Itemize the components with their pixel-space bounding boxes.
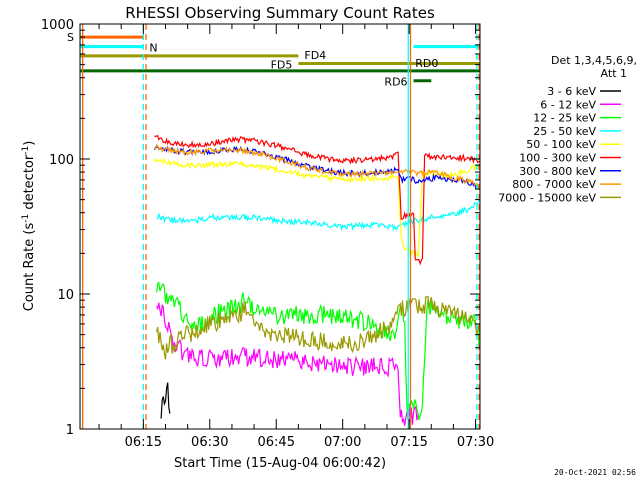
segment-label-s: S: [67, 31, 74, 44]
ylabel-part-end: ): [22, 141, 37, 146]
series-line-25-50-kev: [156, 199, 480, 232]
chart-title: RHESSI Observing Summary Count Rates: [125, 4, 435, 22]
legend-label-50-100-kev: 50 - 100 keV: [526, 138, 596, 151]
x-tick-label-07-00: 07:00: [324, 435, 361, 450]
series-line-12-25-kev: [156, 281, 480, 421]
x-tick-label-06-15: 06:15: [125, 435, 162, 450]
legend-label-800-7000-kev: 800 - 7000 keV: [512, 178, 596, 191]
legend-label-6-12-kev: 6 - 12 keV: [540, 98, 596, 111]
plot-area: S N FD4 FD5 RD0 RD6 1 10 100 1000 06:15 06:30 06:4…: [41, 18, 494, 450]
x-tick-label-06-45: 06:45: [258, 435, 295, 450]
legend-label-3-6-kev: 3 - 6 keV: [547, 85, 596, 98]
legend-label-7000-15000-kev: 7000 - 15000 keV: [498, 191, 596, 204]
segment-label-n: N: [149, 42, 157, 55]
legend-label-100-300-kev: 100 - 300 keV: [519, 152, 596, 165]
legend-header-attenuator: Att 1: [601, 67, 627, 80]
legend-header-detectors: Det 1,3,4,5,6,9,: [551, 54, 637, 67]
y-tick-label-1: 1: [66, 423, 74, 438]
segment-label-fd4: FD4: [304, 49, 326, 62]
x-tick-label-07-15: 07:15: [390, 435, 427, 450]
series-line-7000-15000-kev: [156, 295, 480, 360]
ylabel-part-mid: detector: [22, 154, 37, 214]
ylabel-sup-1: -1: [21, 214, 31, 223]
segment-label-rd0: RD0: [415, 57, 438, 70]
legend-label-12-25-kev: 12 - 25 keV: [533, 112, 596, 125]
series-line-50-100-kev: [153, 157, 480, 258]
series-line-3-6-kev: [160, 382, 171, 419]
timestamp: 20-Oct-2021 02:56: [554, 468, 636, 477]
y-tick-label-10: 10: [57, 288, 74, 303]
y-tick-label-100: 100: [49, 153, 74, 168]
segment-label-rd6: RD6: [384, 76, 407, 89]
x-tick-label-07-30: 07:30: [457, 435, 494, 450]
ylabel-part-main: Count Rate (s: [22, 223, 37, 312]
segment-label-fd5: FD5: [271, 58, 293, 71]
series-line-100-300-kev: [154, 134, 480, 266]
legend-label-25-50-kev: 25 - 50 keV: [533, 125, 596, 138]
x-axis-label: Start Time (15-Aug-04 06:00:42): [174, 456, 386, 471]
y-tick-label-1000: 1000: [41, 18, 74, 33]
series-line-6-12-kev: [156, 302, 419, 426]
ylabel-sup-2: -1: [21, 146, 31, 155]
series-line-300-800-kev: [153, 145, 480, 190]
series-line-800-7000-kev: [154, 144, 480, 191]
x-tick-label-06-30: 06:30: [191, 435, 228, 450]
y-axis-label: Count Rate (s-1 detector-1): [21, 141, 37, 312]
plot-frame: [79, 23, 481, 430]
legend-label-300-800-kev: 300 - 800 keV: [519, 165, 596, 178]
